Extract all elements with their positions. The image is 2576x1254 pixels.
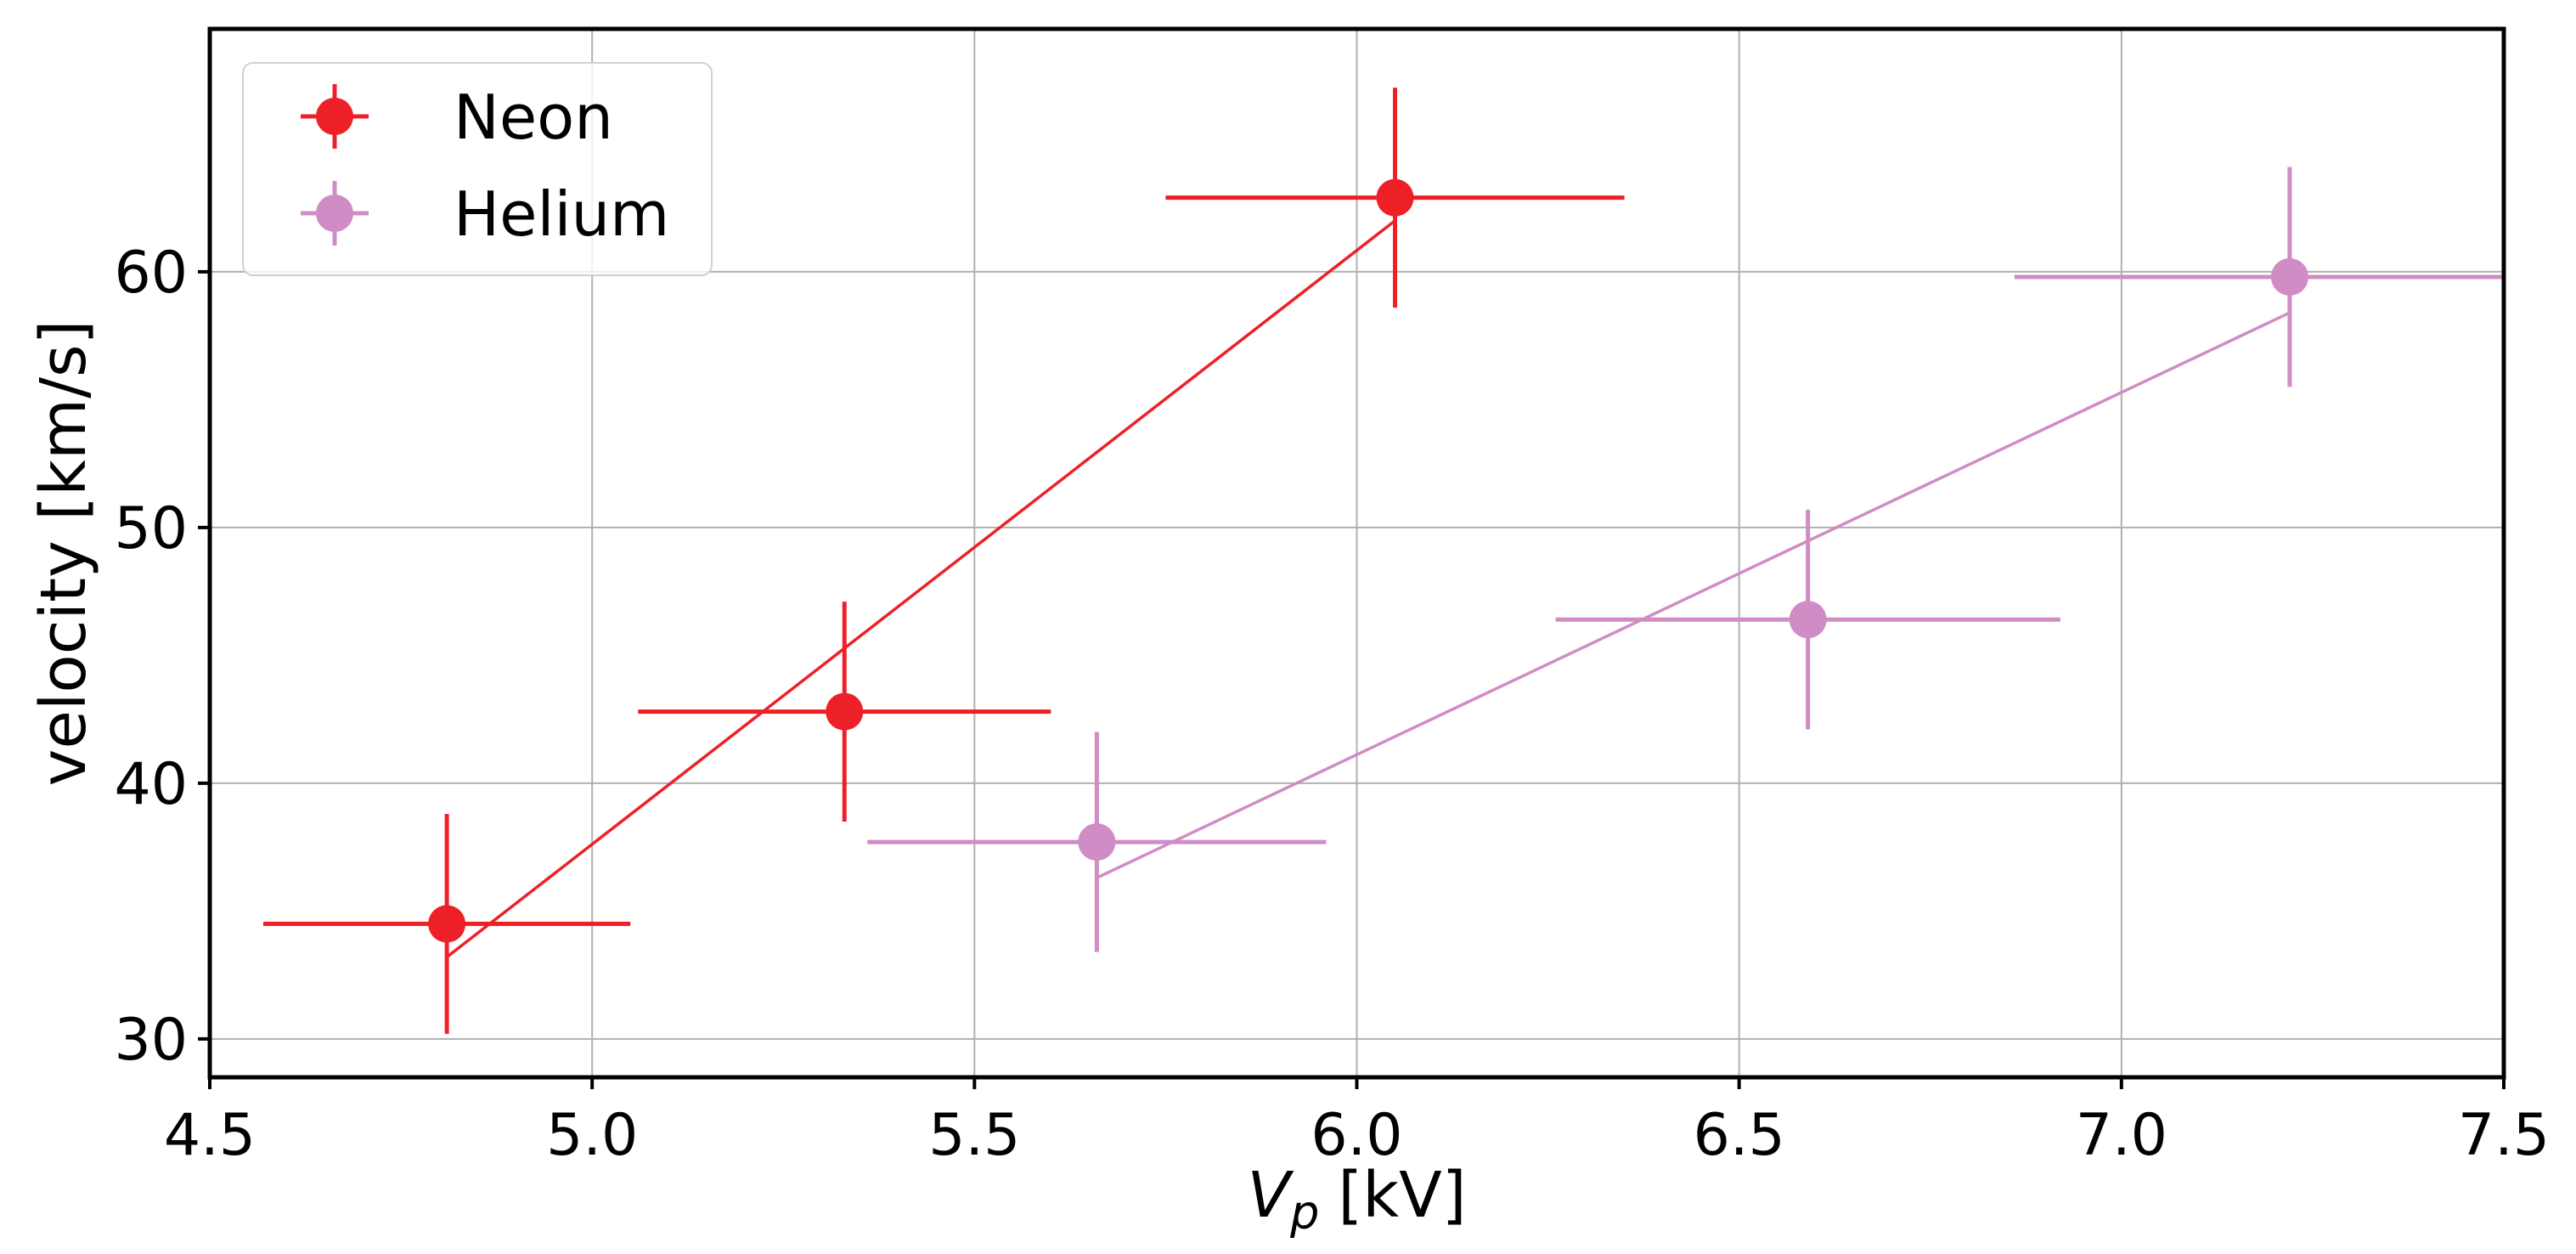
y-axis-label: velocity [km/s] [27, 320, 100, 787]
fit-lines [446, 219, 2291, 958]
legend: Neon Helium [242, 62, 713, 276]
helium-fit-line [1096, 311, 2291, 879]
y-tick-label: 50 [114, 495, 188, 562]
y-tick-label: 30 [114, 1007, 188, 1074]
neon-marker [428, 905, 466, 943]
x-tick-label: 5.0 [546, 1102, 638, 1169]
x-tick-label: 5.5 [928, 1102, 1020, 1169]
x-axis-label: Vp [kV] [1247, 1159, 1466, 1240]
neon-marker [1376, 178, 1414, 217]
legend-marker [316, 195, 353, 232]
x-ticks: 4.5 5.0 5.5 6.0 6.5 7.0 7.5 [164, 1077, 2550, 1169]
helium-data-point [2014, 167, 2504, 387]
legend-item-helium: Helium [301, 178, 669, 250]
helium-marker [1789, 601, 1827, 639]
x-tick-label: 6.5 [1694, 1102, 1785, 1169]
neon-data-point [638, 602, 1051, 822]
legend-item-neon: Neon [301, 82, 613, 153]
y-tick-label: 60 [114, 240, 188, 307]
data-points [263, 88, 2504, 1034]
neon-marker [826, 692, 864, 731]
x-axis-label-subscript: p [1289, 1186, 1319, 1240]
helium-data-point [867, 732, 1327, 952]
legend-label: Helium [454, 178, 669, 250]
helium-marker [1078, 823, 1116, 861]
x-tick-label: 7.0 [2076, 1102, 2167, 1169]
x-axis-label-symbol: V [1247, 1159, 1294, 1232]
x-tick-label: 6.0 [1311, 1102, 1402, 1169]
x-axis-label-unit: [kV] [1338, 1159, 1466, 1232]
legend-label: Neon [454, 82, 613, 153]
legend-marker [316, 98, 353, 135]
neon-fit-line [446, 219, 1396, 958]
neon-data-point [263, 813, 631, 1034]
x-tick-label: 4.5 [164, 1102, 256, 1169]
y-ticks: 30 40 50 60 [114, 240, 210, 1074]
y-tick-label: 40 [114, 751, 188, 818]
helium-marker [2270, 257, 2308, 296]
x-tick-label: 7.5 [2458, 1102, 2550, 1169]
neon-data-point [1165, 88, 1625, 308]
helium-data-point [1555, 509, 2060, 730]
